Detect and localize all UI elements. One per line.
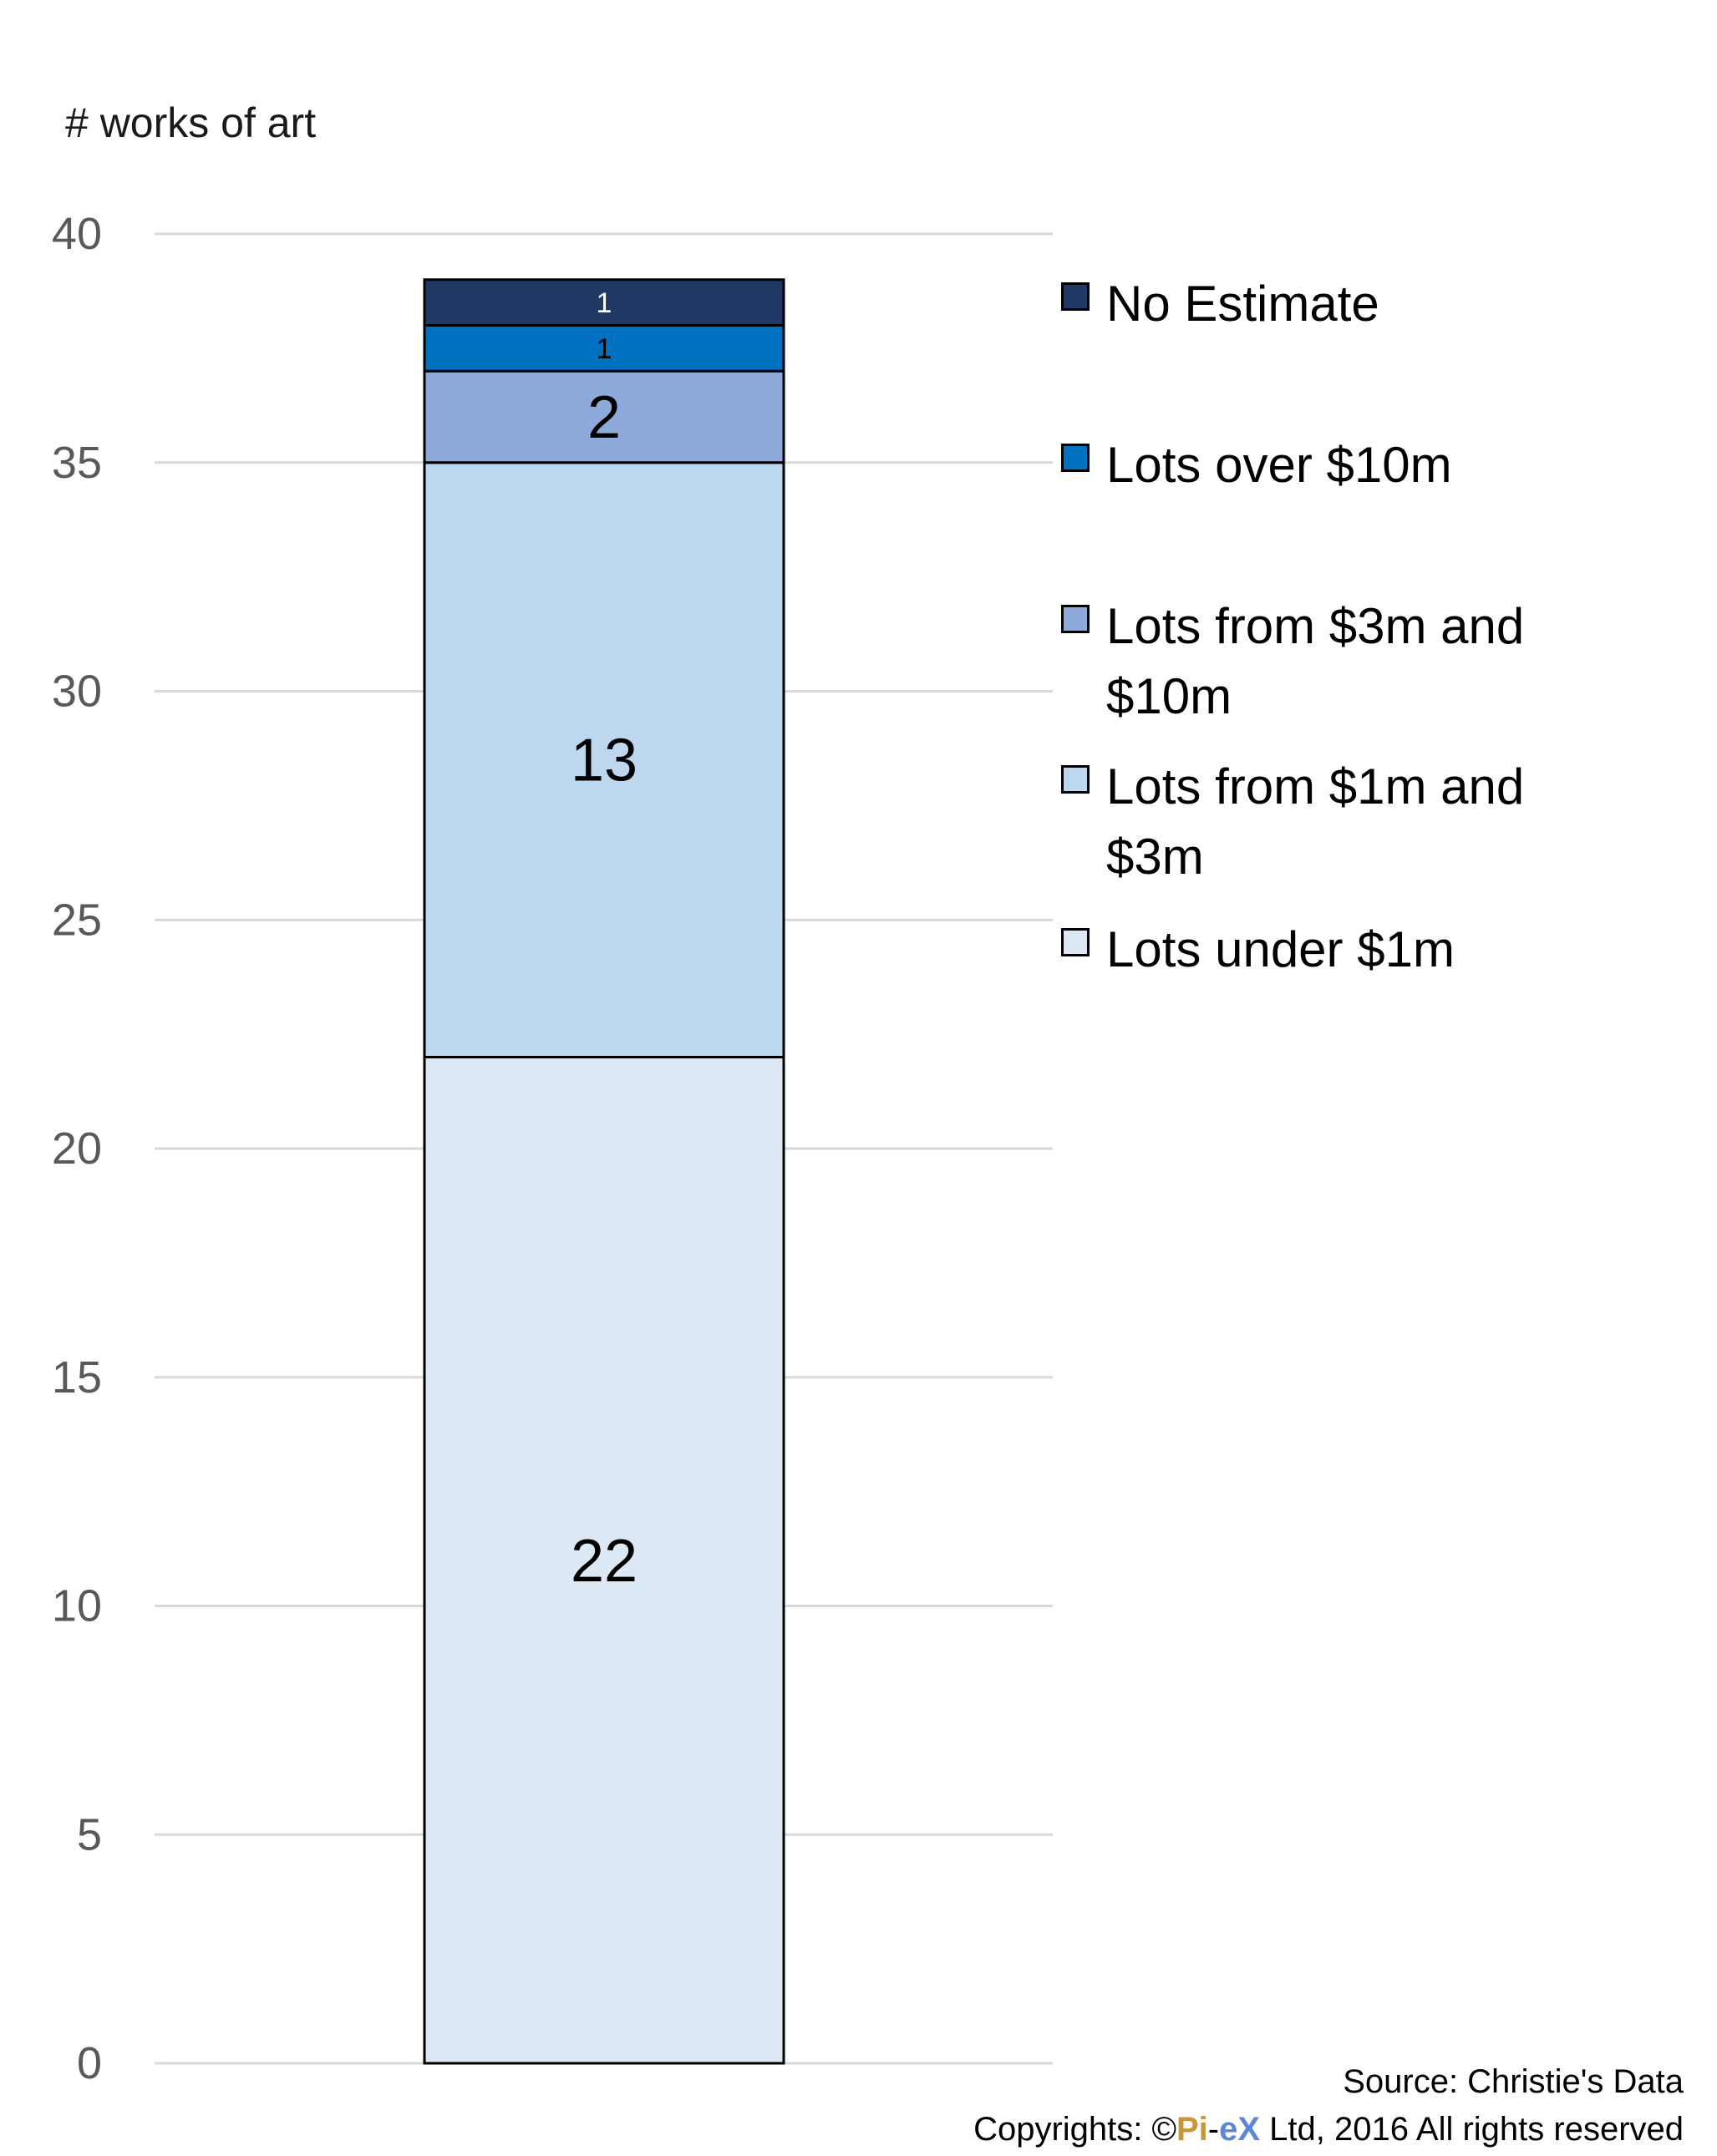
brand-ex: eX [1219, 2111, 1261, 2148]
legend-swatch [1061, 444, 1090, 472]
y-tick-label: 0 [77, 2038, 102, 2088]
legend-item: Lots from $1m and $3m [1061, 752, 1624, 892]
legend-swatch [1061, 765, 1090, 794]
legend-label: Lots from $1m and $3m [1106, 758, 1525, 885]
legend-item: Lots over $10m [1061, 430, 1624, 500]
bar-segments [423, 278, 785, 2065]
data-label: 13 [571, 728, 638, 794]
legend-swatch [1061, 605, 1090, 633]
segment-labels: 22 13 2 1 1 [571, 287, 638, 1595]
copyright-prefix: Copyrights: © [973, 2111, 1176, 2148]
y-axis-label: # works of art [65, 99, 317, 146]
bar-segment [423, 1056, 785, 2065]
legend-label: Lots from $3m and $10m [1106, 598, 1525, 724]
bar-segment [423, 278, 785, 327]
y-tick-label: 40 [52, 209, 102, 259]
legend-swatch [1061, 282, 1090, 311]
bar-segment [423, 461, 785, 1058]
y-tick-label: 20 [52, 1124, 102, 1174]
data-label: 1 [597, 287, 612, 319]
legend-label: Lots under $1m [1106, 921, 1455, 977]
legend-swatch [1061, 928, 1090, 956]
copyright-suffix: Ltd, 2016 All rights reserved [1260, 2111, 1684, 2148]
y-tick-label: 15 [52, 1352, 102, 1403]
data-label: 22 [571, 1528, 638, 1595]
brand-dash: - [1207, 2111, 1220, 2148]
legend-item: No Estimate [1061, 269, 1624, 339]
y-axis-ticks: 0 5 10 15 20 25 30 35 40 [52, 209, 102, 2088]
data-label: 2 [587, 384, 621, 451]
legend-item: Lots under $1m [1061, 915, 1624, 985]
legend-label: No Estimate [1106, 276, 1379, 332]
copyright-note: Copyrights: ©Pi-eX Ltd, 2016 All rights … [973, 2111, 1684, 2148]
data-label: 1 [597, 333, 612, 365]
legend-item: Lots from $3m and $10m [1061, 591, 1624, 732]
y-tick-label: 10 [52, 1581, 102, 1631]
y-tick-label: 25 [52, 895, 102, 945]
y-tick-label: 5 [77, 1809, 102, 1859]
source-note: Source: Christie's Data [1343, 2063, 1684, 2100]
brand-pi: Pi [1176, 2111, 1208, 2148]
y-tick-label: 30 [52, 667, 102, 717]
y-tick-label: 35 [52, 438, 102, 488]
bar-segment [423, 369, 785, 464]
bar-segment [423, 324, 785, 373]
legend-label: Lots over $10m [1106, 437, 1452, 493]
